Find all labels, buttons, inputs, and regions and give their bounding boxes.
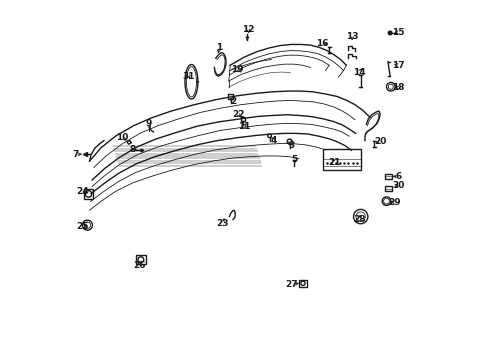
Bar	[384, 174, 391, 179]
Text: 17: 17	[391, 61, 404, 70]
Bar	[241, 117, 244, 121]
Bar	[385, 186, 391, 192]
Text: 15: 15	[392, 28, 404, 37]
Text: 8: 8	[129, 145, 136, 154]
Circle shape	[387, 31, 391, 35]
Text: 1: 1	[216, 43, 222, 52]
Text: 26: 26	[133, 261, 146, 270]
Text: 16: 16	[316, 39, 328, 48]
Text: 18: 18	[392, 83, 404, 92]
Text: 31: 31	[183, 72, 195, 81]
Text: 7: 7	[72, 150, 78, 159]
Text: 2: 2	[229, 97, 236, 106]
Text: 19: 19	[230, 65, 243, 74]
Text: 23: 23	[216, 219, 228, 228]
Text: 12: 12	[242, 25, 254, 34]
Text: 10: 10	[116, 133, 128, 142]
Text: 4: 4	[270, 136, 277, 145]
Text: 6: 6	[395, 172, 401, 181]
Text: 11: 11	[237, 122, 249, 131]
Text: 21: 21	[327, 158, 340, 167]
Text: 5: 5	[291, 155, 297, 164]
Bar	[83, 189, 93, 199]
Text: 27: 27	[284, 280, 297, 289]
Text: 28: 28	[353, 215, 366, 224]
Text: 20: 20	[374, 137, 386, 146]
Text: 3: 3	[287, 141, 294, 150]
Text: 22: 22	[232, 110, 244, 119]
Bar	[298, 280, 306, 287]
Text: 14: 14	[352, 68, 365, 77]
Text: 29: 29	[387, 198, 400, 207]
Text: 30: 30	[392, 181, 404, 190]
Bar	[136, 255, 145, 264]
Bar	[227, 94, 233, 99]
Text: 13: 13	[345, 32, 358, 41]
Text: 24: 24	[76, 187, 88, 196]
Bar	[323, 149, 360, 170]
Text: 25: 25	[76, 222, 88, 231]
Text: 9: 9	[145, 119, 151, 128]
